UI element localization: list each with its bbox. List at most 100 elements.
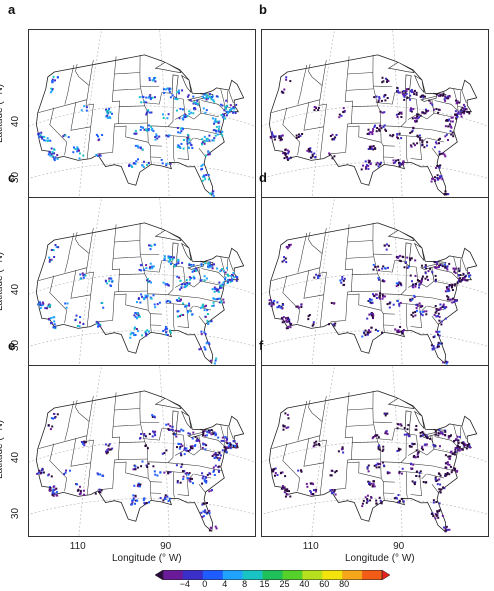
state-border bbox=[119, 273, 145, 275]
state-border bbox=[198, 99, 219, 118]
monitor-point bbox=[381, 111, 384, 114]
map-svg bbox=[262, 198, 488, 368]
monitor-point bbox=[379, 125, 382, 128]
monitor-point bbox=[445, 306, 448, 309]
state-border bbox=[49, 275, 67, 324]
monitor-point bbox=[450, 116, 453, 119]
monitor-point bbox=[178, 288, 181, 291]
monitor-point bbox=[285, 78, 288, 81]
monitor-point bbox=[369, 163, 372, 166]
monitor-point bbox=[386, 412, 389, 415]
monitor-point bbox=[40, 131, 43, 134]
monitor-point bbox=[310, 150, 313, 153]
monitor-point bbox=[270, 136, 273, 139]
monitor-point bbox=[398, 501, 400, 504]
monitor-point bbox=[289, 326, 292, 329]
monitor-point bbox=[443, 487, 446, 490]
monitor-point bbox=[444, 433, 447, 436]
monitor-point bbox=[39, 134, 42, 137]
monitor-point bbox=[185, 305, 188, 308]
monitor-point bbox=[414, 314, 417, 317]
monitor-point bbox=[219, 132, 222, 135]
monitor-point bbox=[409, 94, 412, 97]
monitor-point bbox=[205, 444, 208, 447]
monitor-point bbox=[397, 282, 400, 285]
monitor-point bbox=[469, 274, 472, 277]
monitor-point bbox=[202, 502, 205, 505]
monitor-point bbox=[403, 90, 405, 93]
monitor-point bbox=[436, 263, 439, 266]
monitor-point bbox=[463, 110, 465, 113]
monitor-point bbox=[99, 323, 102, 326]
monitor-point bbox=[193, 445, 196, 447]
lake-outline bbox=[154, 229, 182, 241]
monitor-point bbox=[51, 151, 54, 154]
monitor-point bbox=[132, 162, 135, 165]
monitor-point bbox=[462, 109, 465, 112]
monitor-point bbox=[181, 463, 184, 466]
monitor-point bbox=[403, 98, 406, 101]
monitor-point bbox=[411, 117, 414, 120]
monitor-point bbox=[460, 115, 463, 118]
monitor-point bbox=[449, 120, 452, 123]
monitor-point bbox=[406, 433, 409, 435]
monitor-point bbox=[171, 94, 174, 97]
state-border bbox=[173, 471, 175, 498]
monitor-point bbox=[202, 303, 205, 306]
monitor-point bbox=[282, 486, 284, 489]
monitor-point bbox=[151, 96, 154, 99]
monitor-point bbox=[128, 163, 131, 166]
monitor-point bbox=[456, 100, 459, 103]
monitor-point bbox=[416, 303, 419, 306]
state-border bbox=[282, 107, 300, 156]
monitor-point bbox=[191, 445, 194, 448]
monitor-point bbox=[85, 109, 88, 112]
state-border bbox=[118, 458, 148, 460]
monitor-point bbox=[367, 128, 370, 131]
monitor-point bbox=[282, 316, 285, 319]
monitor-point bbox=[284, 257, 287, 260]
monitor-point bbox=[200, 511, 203, 514]
monitor-point bbox=[313, 489, 315, 492]
monitor-point bbox=[338, 113, 341, 116]
colorbar-bar bbox=[154, 569, 391, 581]
monitor-point bbox=[384, 128, 387, 131]
monitor-point bbox=[162, 113, 164, 116]
state-border bbox=[198, 148, 206, 157]
colorbar-segment bbox=[302, 570, 323, 580]
monitor-point bbox=[374, 124, 376, 127]
monitor-point bbox=[421, 139, 424, 142]
monitor-point bbox=[168, 134, 171, 137]
monitor-point bbox=[382, 125, 385, 128]
monitor-point bbox=[452, 452, 455, 455]
monitor-point bbox=[213, 290, 216, 293]
monitor-point bbox=[421, 431, 424, 433]
monitor-point bbox=[41, 304, 44, 307]
monitor-point bbox=[396, 423, 399, 426]
state-border bbox=[303, 437, 324, 467]
monitor-point bbox=[372, 313, 374, 316]
monitor-point bbox=[429, 437, 432, 440]
monitor-point bbox=[459, 277, 461, 280]
state-border bbox=[147, 293, 168, 295]
monitor-point bbox=[207, 174, 210, 176]
lake-outline bbox=[387, 61, 415, 73]
monitor-point bbox=[451, 120, 454, 123]
monitor-point bbox=[289, 156, 292, 159]
y-tick-label: 30 bbox=[10, 508, 22, 520]
monitor-point bbox=[180, 142, 183, 145]
monitor-point bbox=[437, 94, 440, 97]
monitor-point bbox=[433, 261, 436, 264]
monitor-point bbox=[202, 443, 205, 446]
monitor-point bbox=[300, 306, 303, 308]
monitor-point bbox=[206, 309, 209, 312]
monitor-point bbox=[445, 360, 448, 363]
state-border bbox=[220, 425, 226, 448]
monitor-point bbox=[147, 462, 150, 465]
monitor-point bbox=[53, 412, 56, 415]
monitor-point bbox=[397, 329, 400, 332]
monitor-point bbox=[79, 273, 82, 276]
monitor-point bbox=[201, 472, 204, 475]
monitor-point bbox=[409, 259, 412, 262]
monitor-point bbox=[410, 107, 413, 110]
